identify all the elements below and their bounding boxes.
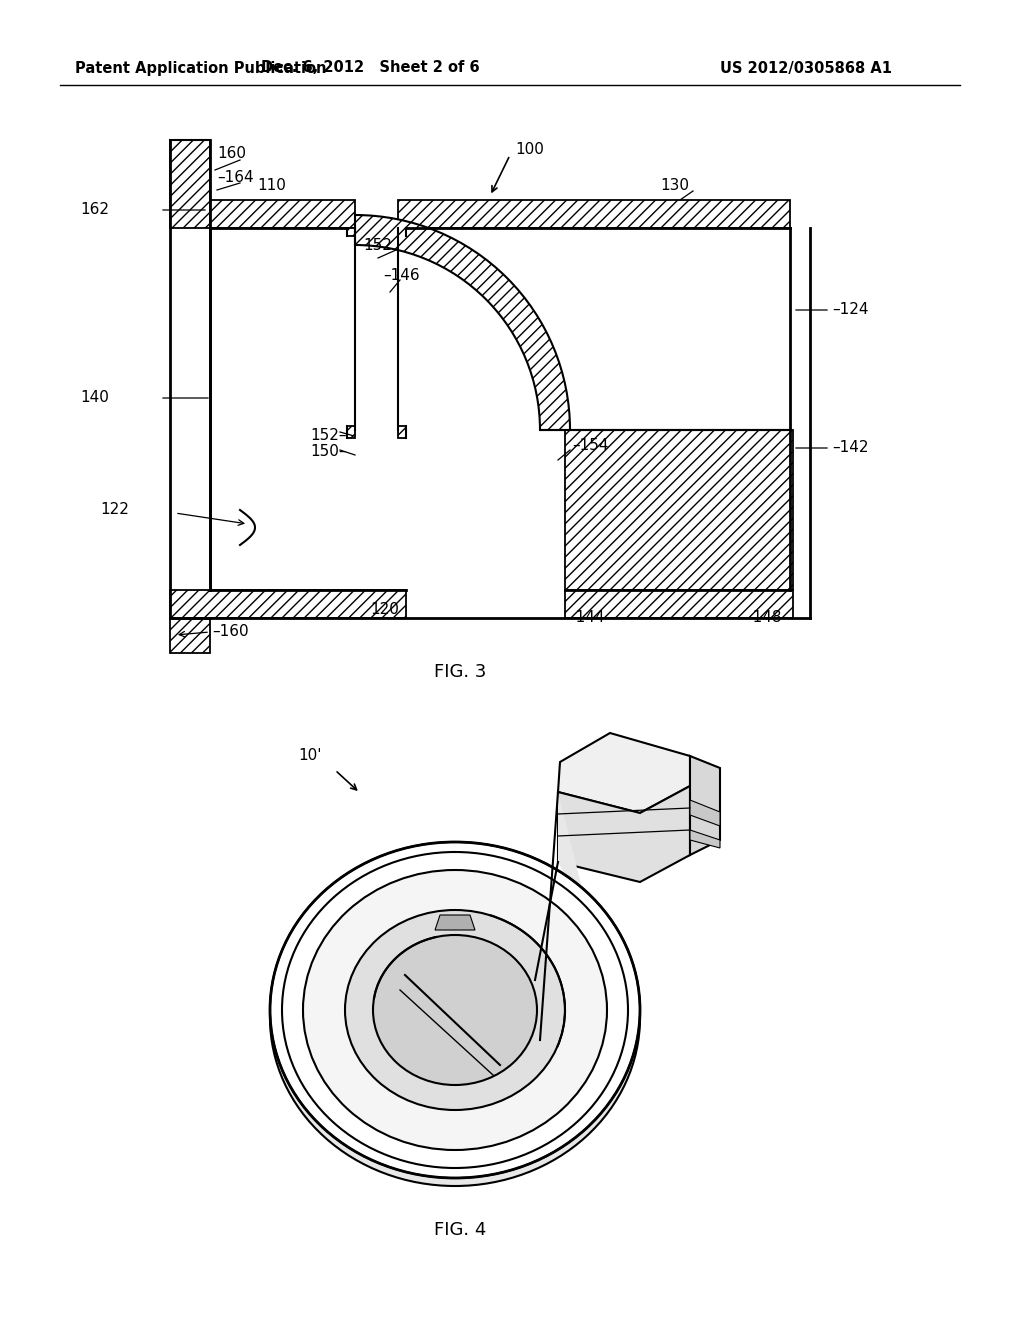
Polygon shape: [435, 915, 475, 931]
Text: 162: 162: [80, 202, 109, 218]
Text: 100: 100: [515, 143, 544, 157]
Text: 140: 140: [80, 391, 109, 405]
Polygon shape: [347, 228, 355, 236]
Wedge shape: [355, 215, 570, 430]
Text: FIG. 3: FIG. 3: [434, 663, 486, 681]
Text: 130: 130: [660, 178, 689, 194]
Text: –164: –164: [217, 170, 254, 186]
Ellipse shape: [303, 870, 607, 1150]
Polygon shape: [690, 800, 720, 826]
Text: –144: –144: [568, 610, 604, 624]
Text: Dec. 6, 2012   Sheet 2 of 6: Dec. 6, 2012 Sheet 2 of 6: [261, 61, 479, 75]
Polygon shape: [398, 201, 790, 228]
Ellipse shape: [303, 878, 607, 1158]
Text: 120: 120: [371, 602, 399, 618]
Text: –146: –146: [383, 268, 420, 282]
Polygon shape: [398, 228, 406, 236]
Polygon shape: [398, 426, 406, 438]
Polygon shape: [558, 785, 690, 882]
Text: –160: –160: [212, 624, 249, 639]
Text: 150–: 150–: [310, 445, 346, 459]
Text: 122: 122: [100, 503, 129, 517]
Polygon shape: [690, 830, 720, 847]
Text: 110: 110: [258, 178, 287, 194]
Ellipse shape: [373, 935, 537, 1085]
Text: –142: –142: [831, 441, 868, 455]
Text: 152–: 152–: [310, 429, 346, 444]
Polygon shape: [558, 733, 690, 813]
Text: –154: –154: [572, 437, 608, 453]
Text: FIG. 4: FIG. 4: [434, 1221, 486, 1239]
Ellipse shape: [345, 909, 565, 1110]
Polygon shape: [565, 590, 793, 618]
Text: –148: –148: [745, 610, 781, 624]
Text: 160: 160: [217, 145, 246, 161]
Polygon shape: [170, 618, 210, 653]
Polygon shape: [558, 792, 605, 1020]
Polygon shape: [170, 140, 210, 228]
Polygon shape: [565, 430, 793, 590]
Text: 152: 152: [362, 239, 392, 253]
Polygon shape: [210, 201, 355, 228]
Text: 10': 10': [298, 747, 322, 763]
Polygon shape: [690, 756, 720, 855]
Ellipse shape: [270, 842, 640, 1177]
Text: –124: –124: [831, 302, 868, 318]
Polygon shape: [170, 590, 406, 618]
Polygon shape: [347, 426, 355, 438]
Ellipse shape: [270, 850, 640, 1185]
Text: US 2012/0305868 A1: US 2012/0305868 A1: [720, 61, 892, 75]
Text: Patent Application Publication: Patent Application Publication: [75, 61, 327, 75]
